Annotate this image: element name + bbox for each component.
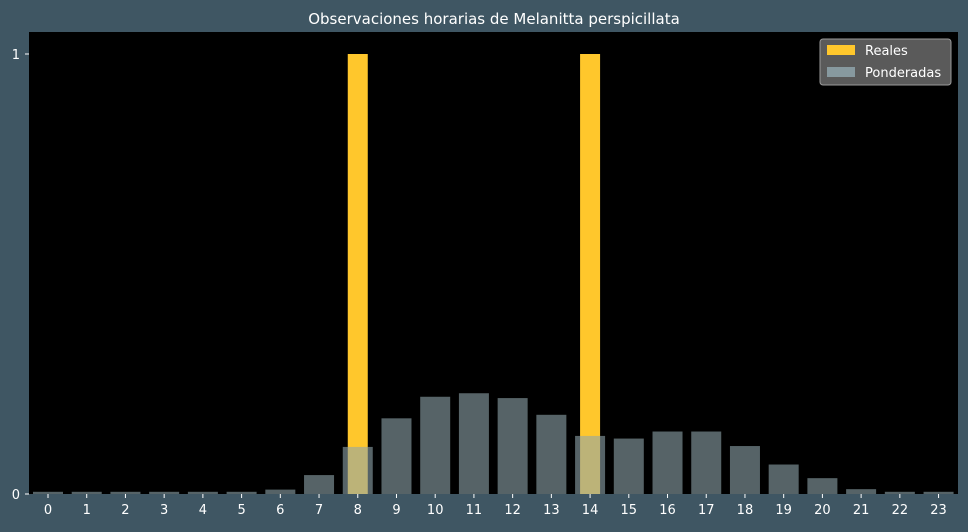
x-tick-label-22: 22 bbox=[892, 503, 909, 518]
x-tick-label-2: 2 bbox=[121, 503, 129, 518]
bar-ponderadas-6 bbox=[265, 489, 296, 494]
bar-ponderadas-4 bbox=[187, 491, 218, 494]
x-tick-label-14: 14 bbox=[582, 503, 599, 518]
x-tick-label-10: 10 bbox=[427, 503, 444, 518]
x-tick-label-16: 16 bbox=[659, 503, 676, 518]
legend-label-reales: Reales bbox=[865, 44, 908, 59]
x-tick-label-11: 11 bbox=[466, 503, 483, 518]
bar-ponderadas-16 bbox=[652, 431, 683, 494]
bar-ponderadas-23 bbox=[923, 491, 954, 494]
bar-ponderadas-0 bbox=[33, 491, 63, 494]
x-tick-label-3: 3 bbox=[160, 503, 168, 518]
y-tick-label-0: 0 bbox=[12, 488, 20, 503]
bar-ponderadas-5 bbox=[226, 491, 257, 494]
bar-ponderadas-22 bbox=[884, 491, 915, 494]
x-tick-label-21: 21 bbox=[853, 503, 870, 518]
bar-ponderadas-21 bbox=[846, 489, 877, 494]
x-tick-label-5: 5 bbox=[237, 503, 245, 518]
x-tick-label-12: 12 bbox=[504, 503, 521, 518]
legend: Reales Ponderadas bbox=[819, 38, 952, 86]
series-ponderadas-bars bbox=[33, 393, 954, 494]
bar-ponderadas-14 bbox=[575, 435, 606, 494]
x-tick-label-9: 9 bbox=[392, 503, 400, 518]
bar-ponderadas-19 bbox=[768, 464, 799, 494]
x-tick-label-15: 15 bbox=[621, 503, 638, 518]
x-tick-label-0: 0 bbox=[44, 503, 52, 518]
chart-title: Observaciones horarias de Melanitta pers… bbox=[308, 10, 680, 28]
bar-ponderadas-2 bbox=[110, 491, 141, 494]
bar-ponderadas-9 bbox=[381, 418, 412, 494]
bar-ponderadas-15 bbox=[613, 438, 644, 494]
x-tick-label-4: 4 bbox=[199, 503, 207, 518]
bar-ponderadas-11 bbox=[458, 393, 489, 494]
bar-ponderadas-8 bbox=[342, 446, 373, 494]
series-reales-bars bbox=[347, 54, 601, 494]
plot-area bbox=[29, 32, 958, 494]
bar-ponderadas-18 bbox=[729, 446, 760, 494]
x-tick-label-17: 17 bbox=[698, 503, 715, 518]
x-tick-label-20: 20 bbox=[814, 503, 831, 518]
bar-ponderadas-7 bbox=[304, 475, 335, 494]
x-tick-label-8: 8 bbox=[354, 503, 362, 518]
bar-ponderadas-13 bbox=[536, 414, 567, 494]
bar-reales-8 bbox=[347, 54, 368, 494]
x-tick-label-6: 6 bbox=[276, 503, 284, 518]
legend-label-ponderadas: Ponderadas bbox=[865, 66, 941, 81]
x-tick-label-18: 18 bbox=[737, 503, 754, 518]
bar-ponderadas-1 bbox=[71, 491, 102, 494]
bar-reales-14 bbox=[580, 54, 601, 494]
legend-swatch-reales bbox=[827, 45, 855, 55]
bar-ponderadas-17 bbox=[691, 431, 722, 494]
bar-ponderadas-3 bbox=[149, 491, 180, 494]
x-tick-label-1: 1 bbox=[83, 503, 91, 518]
x-axis: 0 1 2 3 4 5 6 7 8 9 10 11 12 13 14 15 16 17 18 19 20 21 22 23 bbox=[44, 494, 947, 518]
bar-ponderadas-20 bbox=[807, 478, 838, 494]
x-tick-label-19: 19 bbox=[775, 503, 792, 518]
x-tick-label-23: 23 bbox=[930, 503, 947, 518]
bar-ponderadas-10 bbox=[420, 396, 451, 494]
x-tick-label-13: 13 bbox=[543, 503, 560, 518]
legend-swatch-ponderadas bbox=[827, 67, 855, 77]
y-axis: 01 bbox=[12, 48, 29, 503]
x-tick-label-7: 7 bbox=[315, 503, 323, 518]
y-tick-label-1: 1 bbox=[12, 48, 20, 63]
bar-ponderadas-12 bbox=[497, 398, 528, 494]
